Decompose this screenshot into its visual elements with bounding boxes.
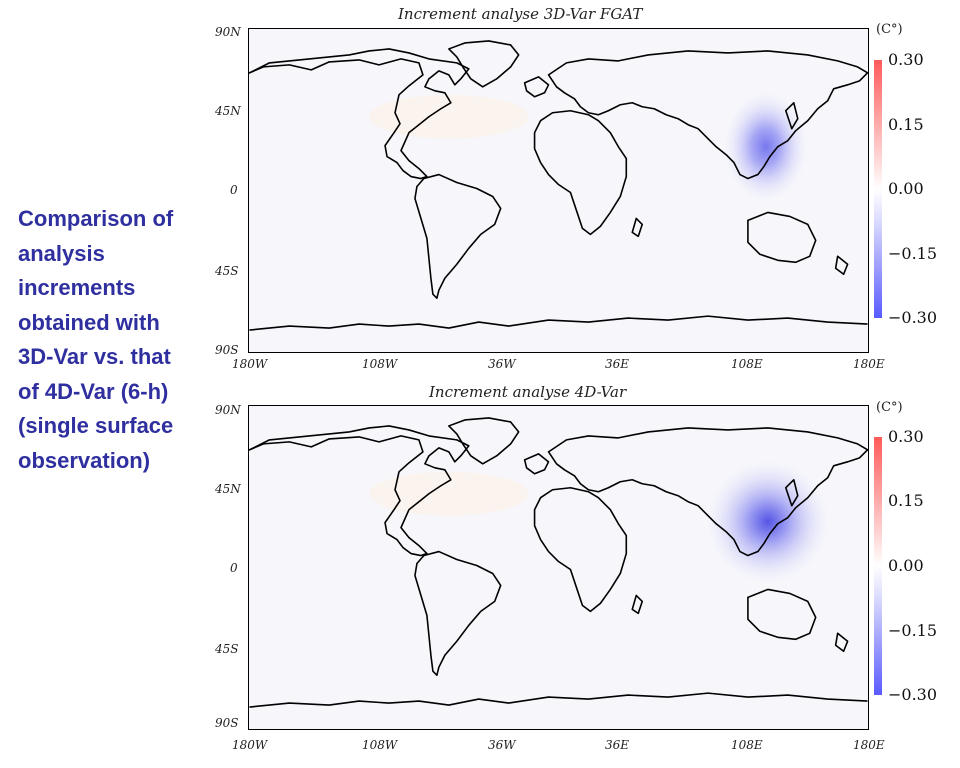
lon-label: 108W [362,357,398,371]
colorbar-label: −0.15 [888,621,938,640]
madagascar [631,594,644,615]
greenland [448,40,520,88]
australia [747,588,817,641]
colorbar-label: 0.30 [888,50,924,69]
lon-label: 180W [232,357,268,371]
eurasia [547,427,868,557]
lat-label: 45S [215,642,239,656]
lon-label: 36W [488,357,516,371]
coastlines [249,40,868,331]
lon-label: 36E [605,357,630,371]
caption-line: analysis [18,240,105,266]
lon-label: 108E [731,357,763,371]
panel-title: Increment analyse 3D-Var FGAT [398,5,643,23]
caption-line: of 4D-Var (6-h) [18,378,169,404]
lat-label: 90N [215,403,241,417]
colorbar-label: 0.00 [888,179,924,198]
lon-label: 108W [362,738,398,752]
madagascar [631,217,644,238]
greenland [448,417,520,465]
iceland [523,453,550,475]
africa [533,486,628,613]
colorbar [874,60,882,318]
lat-label: 90S [215,716,239,730]
lon-label: 36E [605,738,630,752]
north-america [249,425,470,557]
colorbar-unit: (C°) [876,22,903,37]
colorbar-label: −0.15 [888,244,938,263]
caption-line: (single surface [18,413,174,438]
colorbar [874,437,882,695]
caption-line: increments [18,275,136,300]
colorbar-label: 0.30 [888,427,924,446]
coastlines [249,417,868,708]
map-svg [249,417,868,708]
world-map [248,405,869,730]
new-zealand [834,632,849,653]
japan [784,478,799,507]
lon-label: 180E [853,357,885,371]
antarctica [249,692,868,708]
panel-title: Increment analyse 4D-Var [429,383,627,401]
warm-anomaly [369,471,529,516]
lat-label: 45N [215,104,241,118]
africa [533,109,628,236]
south-america [414,550,502,676]
colorbar-label: 0.15 [888,115,924,134]
lon-label: 180E [853,738,885,752]
colorbar-label: −0.30 [888,685,938,704]
increment-blob [723,91,808,202]
lon-label: 36W [488,738,516,752]
caption-line: 3D-Var vs. that [18,344,171,369]
antarctica [249,315,868,331]
lat-label: 90S [215,343,239,357]
lat-label: 45N [215,482,241,496]
caption-line: Comparison of [18,206,174,231]
iceland [523,76,550,98]
warm-anomaly [369,94,529,139]
south-america [414,173,502,299]
lat-label: 45S [215,264,239,278]
north-america [249,48,470,180]
colorbar-label: −0.30 [888,308,938,327]
increment-blob [706,459,830,584]
lat-label: 90N [215,25,241,39]
lat-label: 0 [230,561,238,575]
colorbar-unit: (C°) [876,400,903,415]
map-svg [249,40,868,331]
lon-label: 108E [731,738,763,752]
colorbar-label: 0.00 [888,556,924,575]
new-zealand [834,255,849,276]
figure-caption: Comparison of analysis increments obtain… [18,202,218,478]
lon-label: 180W [232,738,268,752]
australia [747,211,817,264]
japan [784,101,799,130]
world-map [248,28,869,353]
lat-label: 0 [230,183,238,197]
caption-line: obtained with [18,309,160,335]
colorbar-label: 0.15 [888,491,924,510]
eurasia [547,50,868,180]
caption-line: observation) [18,447,151,473]
